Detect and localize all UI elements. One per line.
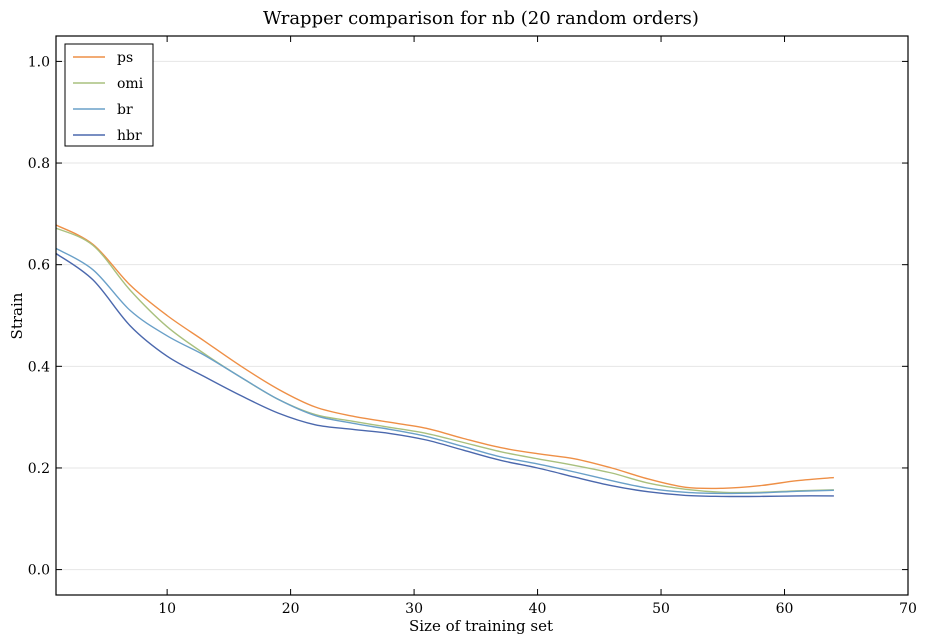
y-axis: 0.0 0.2 0.4 0.6 0.8 1.0 [28, 54, 908, 579]
x-tick-label: 50 [652, 601, 670, 617]
series-line-ps [55, 224, 834, 490]
x-tick-label: 30 [405, 601, 423, 617]
y-tick-label: 0.6 [28, 258, 50, 274]
series-lines [55, 224, 834, 498]
grid-lines [56, 60, 908, 571]
x-tick-label: 70 [899, 601, 917, 617]
legend: ps omi br hbr [64, 43, 154, 147]
series-line-omi [55, 227, 834, 494]
chart-title: Wrapper comparison for nb (20 random ord… [263, 8, 699, 29]
y-tick-label: 0.2 [28, 461, 50, 477]
plot-frame [55, 35, 909, 596]
y-axis-title: Strain [8, 292, 26, 339]
series-line-br [55, 247, 834, 495]
legend-label-hbr: hbr [117, 128, 142, 144]
series-line-hbr [55, 252, 834, 498]
y-tick-label: 0.0 [28, 563, 50, 579]
legend-label-br: br [117, 102, 133, 118]
x-tick-label: 10 [158, 601, 176, 617]
x-tick-label: 20 [282, 601, 300, 617]
x-tick-label: 60 [776, 601, 794, 617]
x-tick-label: 40 [529, 601, 547, 617]
y-tick-label: 0.8 [28, 156, 50, 172]
x-axis-title: Size of training set [409, 617, 553, 635]
legend-box [64, 43, 154, 147]
legend-label-omi: omi [117, 76, 144, 92]
x-axis: 10 20 30 40 50 60 70 [158, 36, 917, 617]
y-tick-label: 1.0 [28, 54, 50, 70]
y-tick-label: 0.4 [28, 359, 50, 375]
legend-label-ps: ps [117, 50, 133, 66]
